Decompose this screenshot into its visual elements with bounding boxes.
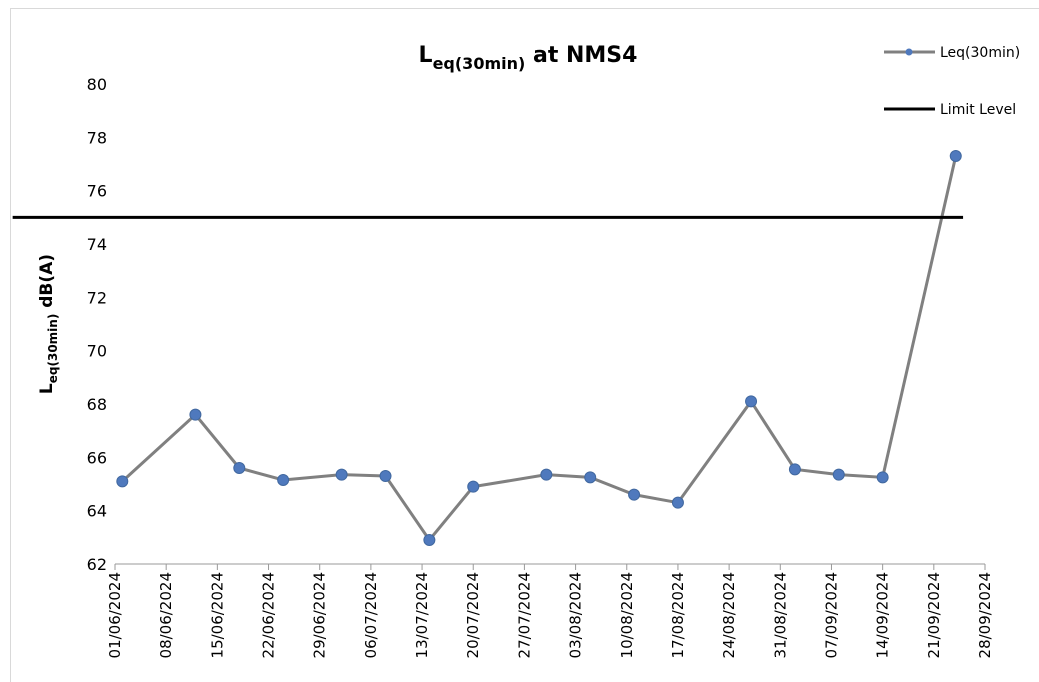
data-point xyxy=(628,488,641,501)
data-point xyxy=(671,496,684,509)
y-tick-label: 76 xyxy=(87,182,107,201)
y-tick-label: 80 xyxy=(87,75,107,94)
x-tick-label: 24/08/2024 xyxy=(720,572,738,658)
x-tick-label: 15/06/2024 xyxy=(208,572,226,658)
x-tick-label: 14/09/2024 xyxy=(874,572,892,658)
x-tick-label: 13/07/2024 xyxy=(413,572,431,658)
x-tick-label: 29/06/2024 xyxy=(311,572,329,658)
y-tick-label: 62 xyxy=(87,555,107,574)
x-tick-label: 20/07/2024 xyxy=(464,572,482,658)
data-point xyxy=(788,463,801,476)
y-tick-label: 72 xyxy=(87,288,107,307)
data-point xyxy=(189,408,202,421)
series-line xyxy=(121,155,958,543)
data-point xyxy=(584,471,597,484)
data-point xyxy=(745,395,758,408)
x-tick-label: 07/09/2024 xyxy=(822,572,840,658)
y-tick-label: 68 xyxy=(87,395,107,414)
y-tick-label: 64 xyxy=(87,502,107,521)
x-tick-label: 03/08/2024 xyxy=(567,572,585,658)
x-tick-label: 27/07/2024 xyxy=(515,572,533,658)
data-point xyxy=(467,480,480,493)
y-tick-label: 70 xyxy=(87,342,107,361)
data-point xyxy=(379,470,392,482)
x-tick-label: 10/08/2024 xyxy=(618,572,636,658)
x-tick-label: 08/06/2024 xyxy=(157,572,175,658)
data-point xyxy=(832,468,845,481)
legend-marker xyxy=(905,48,913,56)
y-tick-label: 78 xyxy=(87,128,107,147)
legend-label: Leq(30min) xyxy=(940,45,1020,61)
chart-frame xyxy=(10,8,1039,682)
y-axis-label: Leq(30min) dB(A) xyxy=(37,254,60,394)
data-point xyxy=(423,534,436,546)
x-tick-label: 22/06/2024 xyxy=(260,572,278,658)
y-tick-label: 66 xyxy=(87,448,107,467)
chart-title: Leq(30min) at NMS4 xyxy=(419,43,638,73)
data-point xyxy=(949,150,962,162)
data-point xyxy=(876,471,889,484)
x-tick-label: 01/06/2024 xyxy=(106,572,124,658)
x-tick-label: 06/07/2024 xyxy=(362,572,380,658)
data-point xyxy=(540,468,553,481)
data-point xyxy=(335,468,348,481)
x-tick-label: 28/09/2024 xyxy=(976,572,994,658)
x-tick-label: 31/08/2024 xyxy=(771,572,789,658)
y-tick-label: 74 xyxy=(87,235,107,254)
x-tick-label: 21/09/2024 xyxy=(925,572,943,658)
data-point xyxy=(233,462,246,474)
data-point xyxy=(277,474,290,486)
legend-label: Limit Level xyxy=(940,102,1016,118)
x-tick-label: 17/08/2024 xyxy=(669,572,687,658)
data-point xyxy=(116,475,129,488)
